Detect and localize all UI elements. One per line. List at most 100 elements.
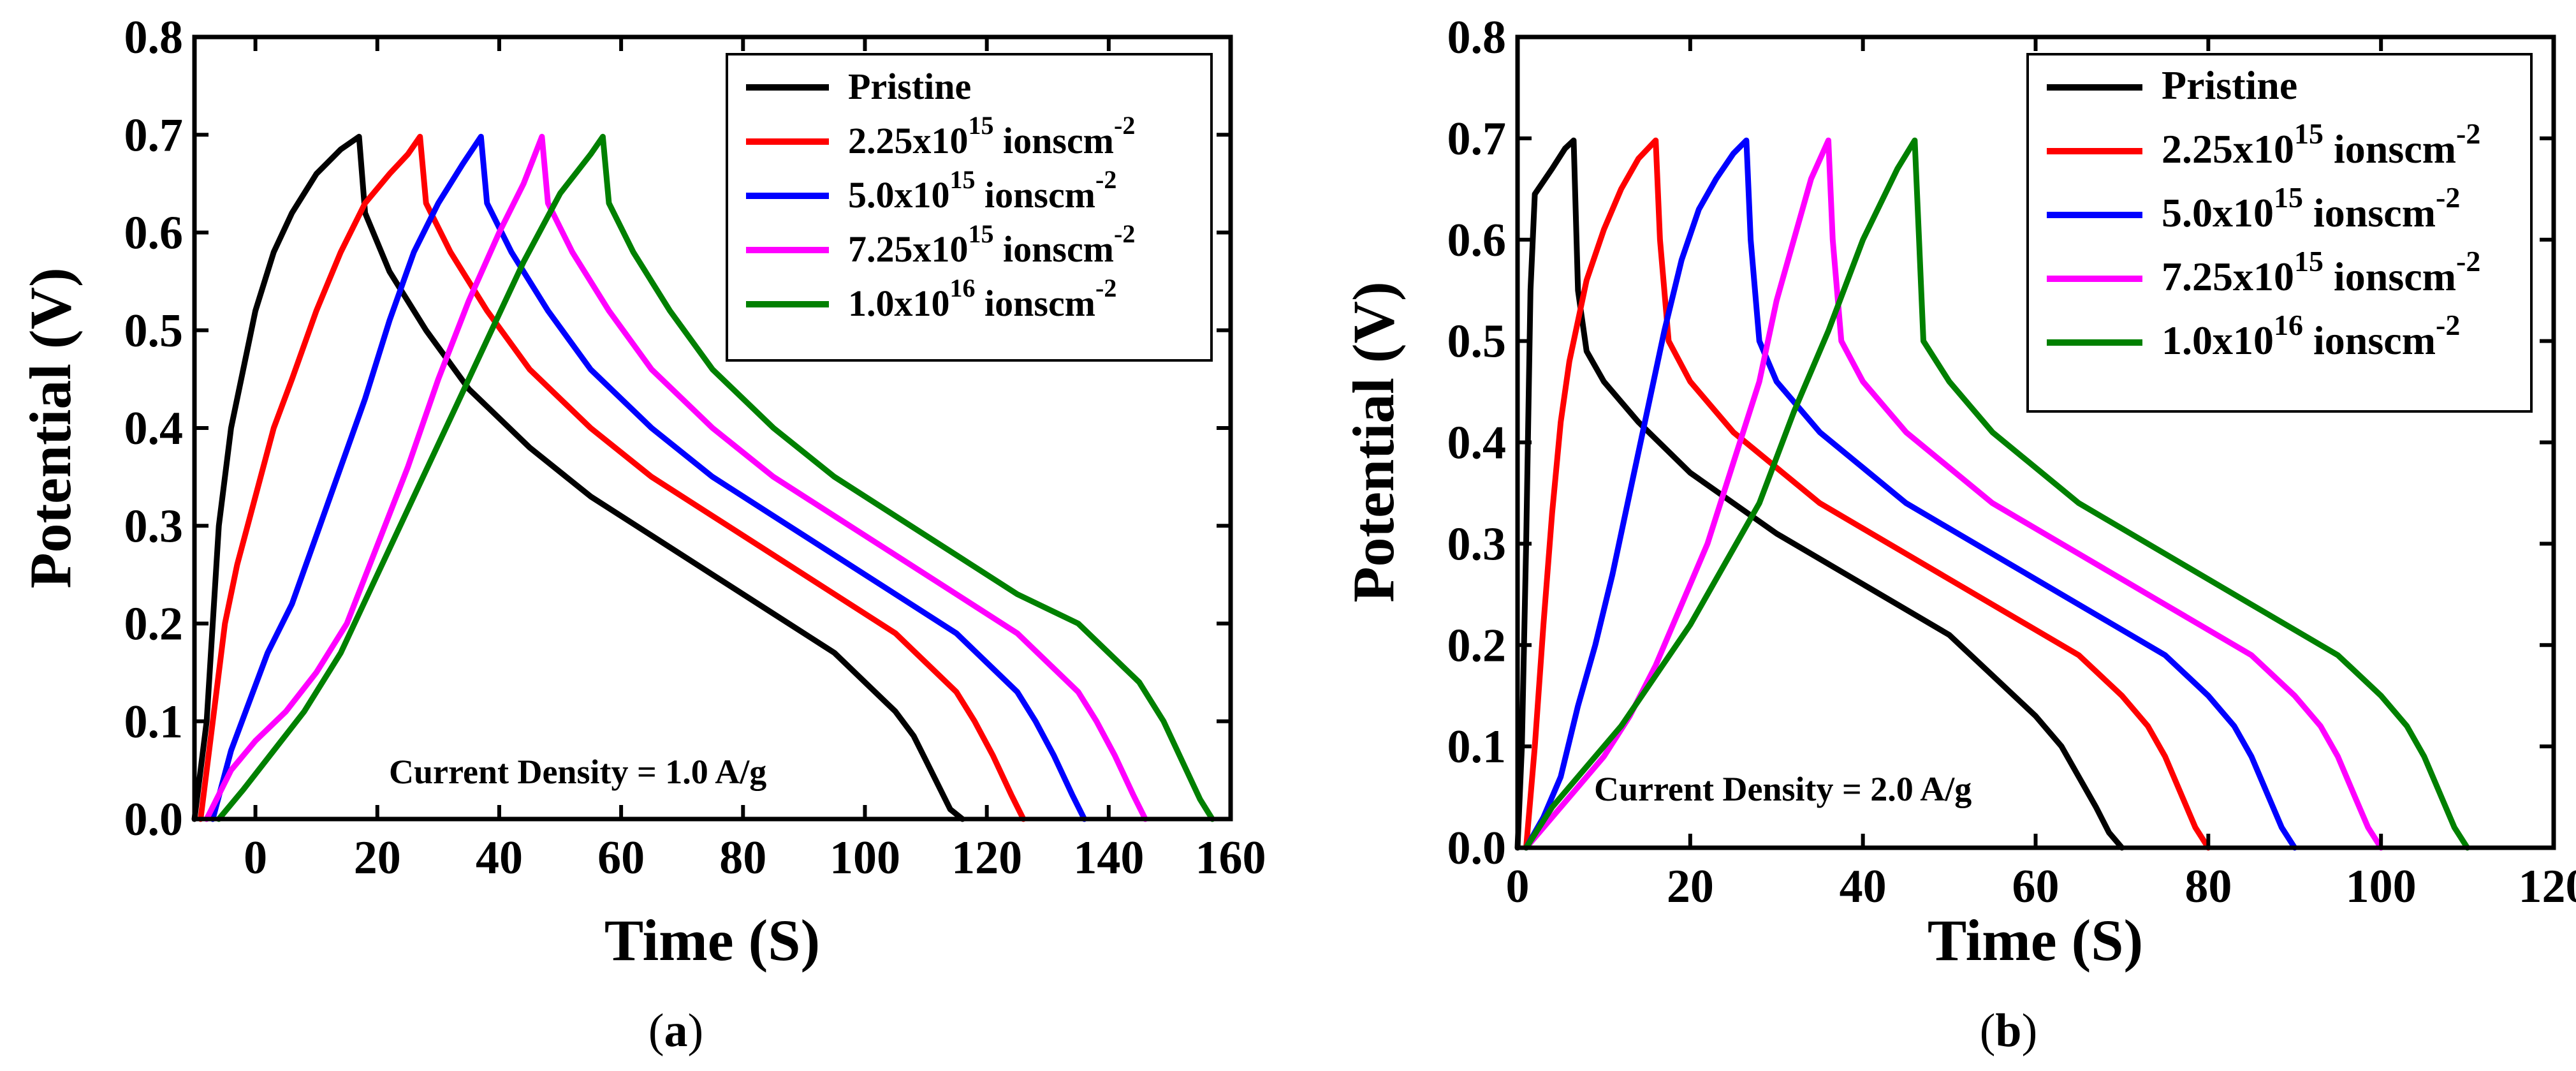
x-tick-label: 20 xyxy=(354,832,401,884)
y-tick-label: 0.3 xyxy=(1447,518,1507,570)
series-line-4 xyxy=(1523,137,2471,851)
legend-label-unit: ionscm xyxy=(976,283,1096,324)
x-tick-label: 0 xyxy=(1506,860,1530,913)
series-lines xyxy=(191,133,1215,822)
legend-label-base: 7.25x10 xyxy=(848,228,969,270)
legend-label-2: 5.0x1015 ionscm-2 xyxy=(848,165,1116,216)
legend-label-exponent: 15 xyxy=(2294,245,2324,277)
legend-label-unit: ionscm xyxy=(976,174,1096,216)
panel-label-letter: a xyxy=(664,1005,688,1057)
legend-label-unit-exponent: -2 xyxy=(2456,245,2480,277)
series-line-0 xyxy=(1514,137,2125,851)
legend-label-1: 2.25x1015 ionscm-2 xyxy=(848,111,1135,161)
legend-label-base: 2.25x10 xyxy=(2162,126,2294,172)
legend-label-unit-exponent: -2 xyxy=(1095,165,1116,194)
legend-box xyxy=(2026,53,2533,413)
legend-label-exponent: 15 xyxy=(2294,117,2324,150)
y-tick-label: 0.0 xyxy=(1447,822,1507,875)
x-axis-title: Time (S) xyxy=(1928,908,2143,973)
series-line-1 xyxy=(198,133,1027,822)
legend-label-unit: ionscm xyxy=(2303,190,2436,235)
legend-label-base: Pristine xyxy=(848,66,971,107)
x-tick-label: 100 xyxy=(830,832,900,884)
chart-panel-b: 0204060801001200.00.10.20.30.40.50.60.70… xyxy=(1341,11,2576,1057)
y-axis-title: Potential (V) xyxy=(1341,281,1406,602)
y-tick-label: 0.3 xyxy=(124,500,184,552)
y-tick-label: 0.5 xyxy=(1447,316,1507,368)
legend-label-4: 1.0x1016 ionscm-2 xyxy=(2162,309,2460,363)
legend-label-unit-exponent: -2 xyxy=(1114,219,1135,248)
x-tick-label: 140 xyxy=(1073,832,1144,884)
legend-label-base: 7.25x10 xyxy=(2162,254,2294,299)
x-tick-label: 120 xyxy=(2519,860,2576,913)
x-axis: 0 20 40 60 80 100 120 xyxy=(1506,37,2576,913)
x-tick-label: 160 xyxy=(1196,832,1266,884)
legend-label-base: 5.0x10 xyxy=(848,174,950,216)
y-tick-label: 0.0 xyxy=(124,794,184,846)
y-tick-label: 0.4 xyxy=(124,403,184,455)
y-axis: 0.0 0.1 0.2 0.3 0.4 0.5 0.6 0.7 0.8 xyxy=(124,11,1231,846)
x-axis: 0 20 40 60 80 100 120 140 160 xyxy=(244,37,1266,884)
x-tick-label: 80 xyxy=(2184,860,2232,913)
y-tick-label: 0.6 xyxy=(1447,214,1507,267)
legend-label-exponent: 15 xyxy=(969,219,994,248)
legend-label-base: 1.0x10 xyxy=(848,283,950,324)
legend-label-exponent: 15 xyxy=(969,111,994,140)
legend-label-3: 7.25x1015 ionscm-2 xyxy=(848,219,1135,270)
panel-label-letter: b xyxy=(1995,1005,2021,1057)
y-tick-label: 0.1 xyxy=(124,696,184,748)
legend-label-2: 5.0x1015 ionscm-2 xyxy=(2162,181,2460,235)
panel-label: (b) xyxy=(1980,1005,2037,1057)
x-tick-label: 40 xyxy=(476,832,523,884)
x-tick-label: 100 xyxy=(2346,860,2417,913)
y-tick-label: 0.2 xyxy=(1447,619,1507,672)
y-tick-label: 0.8 xyxy=(1447,11,1507,64)
x-tick-label: 40 xyxy=(1840,860,1887,913)
legend-label-1: 2.25x1015 ionscm-2 xyxy=(2162,117,2480,172)
chart-panel-a: 0 20 40 60 80 100 120 140 1600.00.10.20.30.40.50… xyxy=(18,11,1266,1057)
y-tick-label: 0.8 xyxy=(124,11,184,64)
y-tick-label: 0.7 xyxy=(1447,113,1507,165)
legend-label-unit: ionscm xyxy=(2324,254,2456,299)
x-tick-label: 120 xyxy=(951,832,1022,884)
y-axis: 0.0 0.1 0.2 0.3 0.4 0.5 0.6 0.7 0.8 xyxy=(1447,11,2554,875)
legend-label-4: 1.0x1016 ionscm-2 xyxy=(848,274,1116,324)
series-lines xyxy=(1514,137,2471,851)
series-line-1 xyxy=(1523,137,2211,851)
legend-label-unit-exponent: -2 xyxy=(1095,274,1116,302)
legend-label-unit: ionscm xyxy=(994,228,1115,270)
x-tick-label: 0 xyxy=(244,832,267,884)
y-tick-label: 0.1 xyxy=(1447,721,1507,773)
panel-label: (a) xyxy=(648,1005,703,1057)
x-tick-label: 60 xyxy=(597,832,645,884)
legend-label-unit: ionscm xyxy=(2303,318,2436,363)
legend-box xyxy=(726,53,1213,362)
x-tick-label: 60 xyxy=(2012,860,2060,913)
legend-label-0: Pristine xyxy=(848,66,971,107)
y-tick-label: 0.2 xyxy=(124,598,184,651)
legend-label-exponent: 15 xyxy=(950,165,976,194)
legend-label-exponent: 15 xyxy=(2274,181,2303,214)
legend-label-base: 1.0x10 xyxy=(2162,318,2274,363)
legend-label-unit-exponent: -2 xyxy=(2436,309,2460,341)
legend-label-exponent: 16 xyxy=(950,274,976,302)
y-tick-label: 0.5 xyxy=(124,305,184,357)
current-density-annotation: Current Density = 2.0 A/g xyxy=(1594,770,1972,808)
legend-label-unit-exponent: -2 xyxy=(1114,111,1135,140)
y-tick-label: 0.4 xyxy=(1447,417,1507,469)
series-line-2 xyxy=(210,133,1088,822)
x-tick-label: 20 xyxy=(1667,860,1714,913)
series-line-3 xyxy=(203,133,1148,822)
y-axis-title: Potential (V) xyxy=(18,267,83,588)
legend-label-unit: ionscm xyxy=(994,120,1115,161)
legend-label-base: 2.25x10 xyxy=(848,120,969,161)
y-tick-label: 0.6 xyxy=(124,207,184,260)
legend-label-0: Pristine xyxy=(2162,63,2297,108)
legend-label-3: 7.25x1015 ionscm-2 xyxy=(2162,245,2480,299)
current-density-annotation: Current Density = 1.0 A/g xyxy=(389,753,766,791)
legend-label-base: Pristine xyxy=(2162,63,2297,108)
legend-label-exponent: 16 xyxy=(2274,309,2303,341)
